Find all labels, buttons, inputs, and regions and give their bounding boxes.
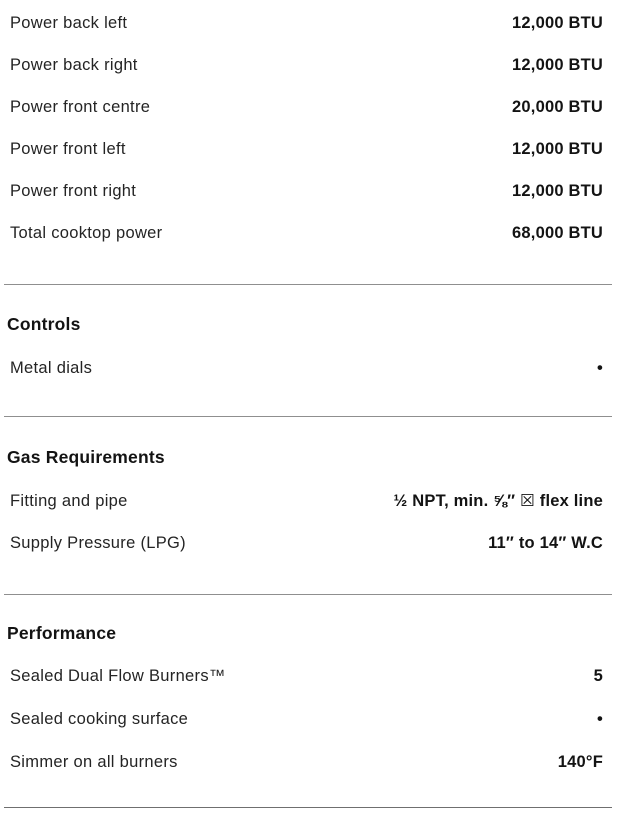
spec-row: Fitting and pipe ½ NPT, min. ⅝″ ☒ flex l…	[10, 488, 603, 530]
spec-row: Metal dials •	[10, 355, 603, 381]
spec-label: Supply Pressure (LPG)	[10, 534, 186, 552]
spec-label: Power front left	[10, 140, 126, 158]
section-performance: Performance Sealed Dual Flow Burners™ 5 …	[7, 620, 603, 792]
spec-row: Power front left 12,000 BTU	[10, 136, 603, 178]
spec-value: 68,000 BTU	[512, 224, 603, 242]
section-divider	[4, 416, 612, 417]
spec-label: Simmer on all burners	[10, 753, 178, 771]
section-divider	[4, 284, 612, 285]
spec-row: Power front centre 20,000 BTU	[10, 94, 603, 136]
spec-value: 12,000 BTU	[512, 140, 603, 158]
spec-value: 5	[593, 667, 603, 685]
spec-label: Power front right	[10, 182, 137, 200]
spec-row: Supply Pressure (LPG) 11″ to 14″ W.C	[10, 530, 603, 572]
spec-row: Sealed Dual Flow Burners™ 5	[10, 663, 603, 706]
spec-value: 12,000 BTU	[512, 56, 603, 74]
spec-value: 12,000 BTU	[512, 182, 603, 200]
section-header: Performance	[7, 623, 117, 643]
section-divider	[4, 807, 612, 808]
spec-value: 20,000 BTU	[512, 98, 603, 116]
spec-row: Total cooktop power 68,000 BTU	[10, 220, 603, 262]
spec-row: Simmer on all burners 140°F	[10, 749, 603, 792]
spec-row: Power back left 12,000 BTU	[10, 10, 603, 52]
spec-value: ½ NPT, min. ⅝″ ☒ flex line	[393, 492, 603, 510]
section-divider	[4, 594, 612, 595]
spec-value: 140°F	[557, 753, 603, 771]
section-header: Gas Requirements	[7, 447, 165, 467]
section-gas-requirements: Gas Requirements Fitting and pipe ½ NPT,…	[7, 444, 603, 572]
section-cooktop-power: Power back left 12,000 BTU Power back ri…	[10, 10, 603, 262]
spec-label: Power back right	[10, 56, 138, 74]
spec-label: Metal dials	[10, 359, 93, 377]
section-controls: Controls Metal dials •	[7, 311, 603, 381]
spec-row: Power front right 12,000 BTU	[10, 178, 603, 220]
spec-label: Fitting and pipe	[10, 492, 128, 510]
spec-label: Sealed Dual Flow Burners™	[10, 667, 226, 685]
spec-value-bullet: •	[597, 710, 603, 728]
spec-row: Power back right 12,000 BTU	[10, 52, 603, 94]
spec-label: Sealed cooking surface	[10, 710, 189, 728]
spec-label: Power front centre	[10, 98, 151, 116]
spec-value: 12,000 BTU	[512, 14, 603, 32]
spec-label: Power back left	[10, 14, 128, 32]
spec-value-bullet: •	[597, 359, 603, 377]
spec-label: Total cooktop power	[10, 224, 163, 242]
spec-value: 11″ to 14″ W.C	[488, 534, 603, 552]
section-header: Controls	[7, 314, 81, 334]
spec-row: Sealed cooking surface •	[10, 706, 603, 749]
